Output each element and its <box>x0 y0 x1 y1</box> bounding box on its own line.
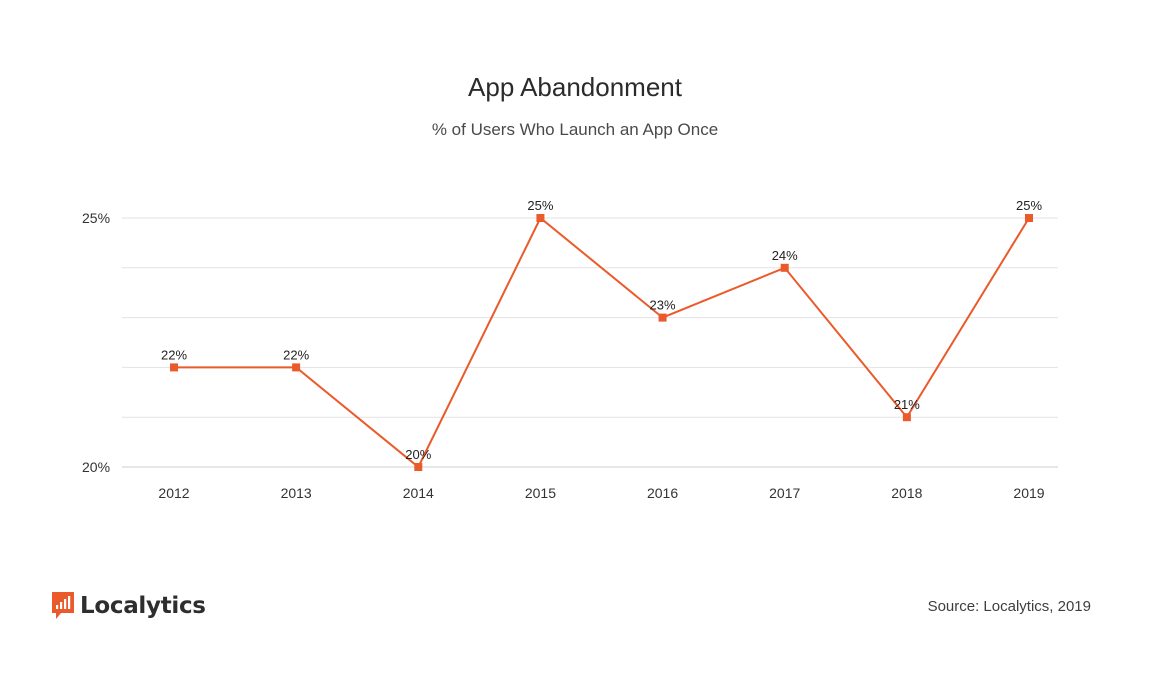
data-label: 25% <box>527 198 553 213</box>
data-point <box>292 363 301 372</box>
series-line <box>174 216 1030 469</box>
logo-text: Localytics <box>80 593 206 619</box>
x-tick-label: 2018 <box>891 485 922 501</box>
y-tick-label: 25% <box>82 210 110 226</box>
data-label: 25% <box>1016 198 1042 213</box>
x-tick-label: 2016 <box>647 485 678 501</box>
data-point <box>536 214 545 222</box>
data-label: 22% <box>161 347 187 362</box>
data-label: 24% <box>772 248 798 263</box>
chart-title: App Abandonment <box>468 72 682 102</box>
data-point <box>902 413 911 422</box>
x-tick-label: 2013 <box>281 485 312 501</box>
data-point <box>780 263 789 272</box>
localytics-logo-icon <box>52 592 74 619</box>
data-label: 21% <box>894 397 920 412</box>
data-label: 22% <box>283 347 309 362</box>
data-point <box>170 363 178 372</box>
data-point <box>658 313 667 322</box>
y-tick-label: 20% <box>82 459 110 475</box>
data-point <box>1025 214 1033 222</box>
x-tick-label: 2012 <box>158 485 189 501</box>
localytics-logo: Localytics <box>52 590 206 622</box>
data-point <box>414 463 423 471</box>
x-tick-label: 2017 <box>769 485 800 501</box>
x-tick-label: 2019 <box>1013 485 1044 501</box>
data-label: 23% <box>650 298 676 313</box>
x-tick-label: 2015 <box>525 485 556 501</box>
data-label: 20% <box>405 447 431 462</box>
chart-subtitle: % of Users Who Launch an App Once <box>431 120 719 139</box>
x-tick-label: 2014 <box>403 485 434 501</box>
source-note: Source: Localytics, 2019 <box>927 598 1091 615</box>
